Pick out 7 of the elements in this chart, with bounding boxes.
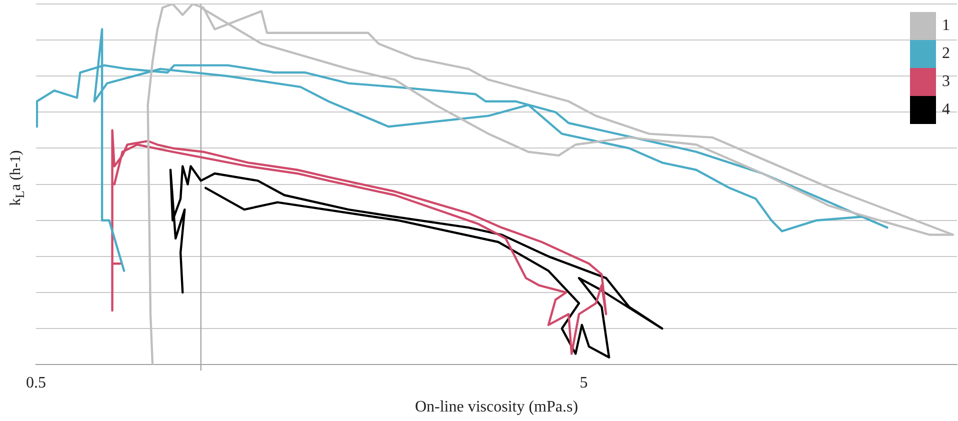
x-tick-label: 0.5 bbox=[26, 374, 46, 392]
x-axis-title: On-line viscosity (mPa.s) bbox=[414, 398, 578, 416]
legend-label: 1 bbox=[942, 17, 950, 35]
legend-label: 2 bbox=[942, 45, 950, 63]
x-tick-label: 5 bbox=[580, 374, 588, 392]
legend-label: 3 bbox=[942, 73, 950, 91]
legend-label: 4 bbox=[942, 101, 950, 119]
